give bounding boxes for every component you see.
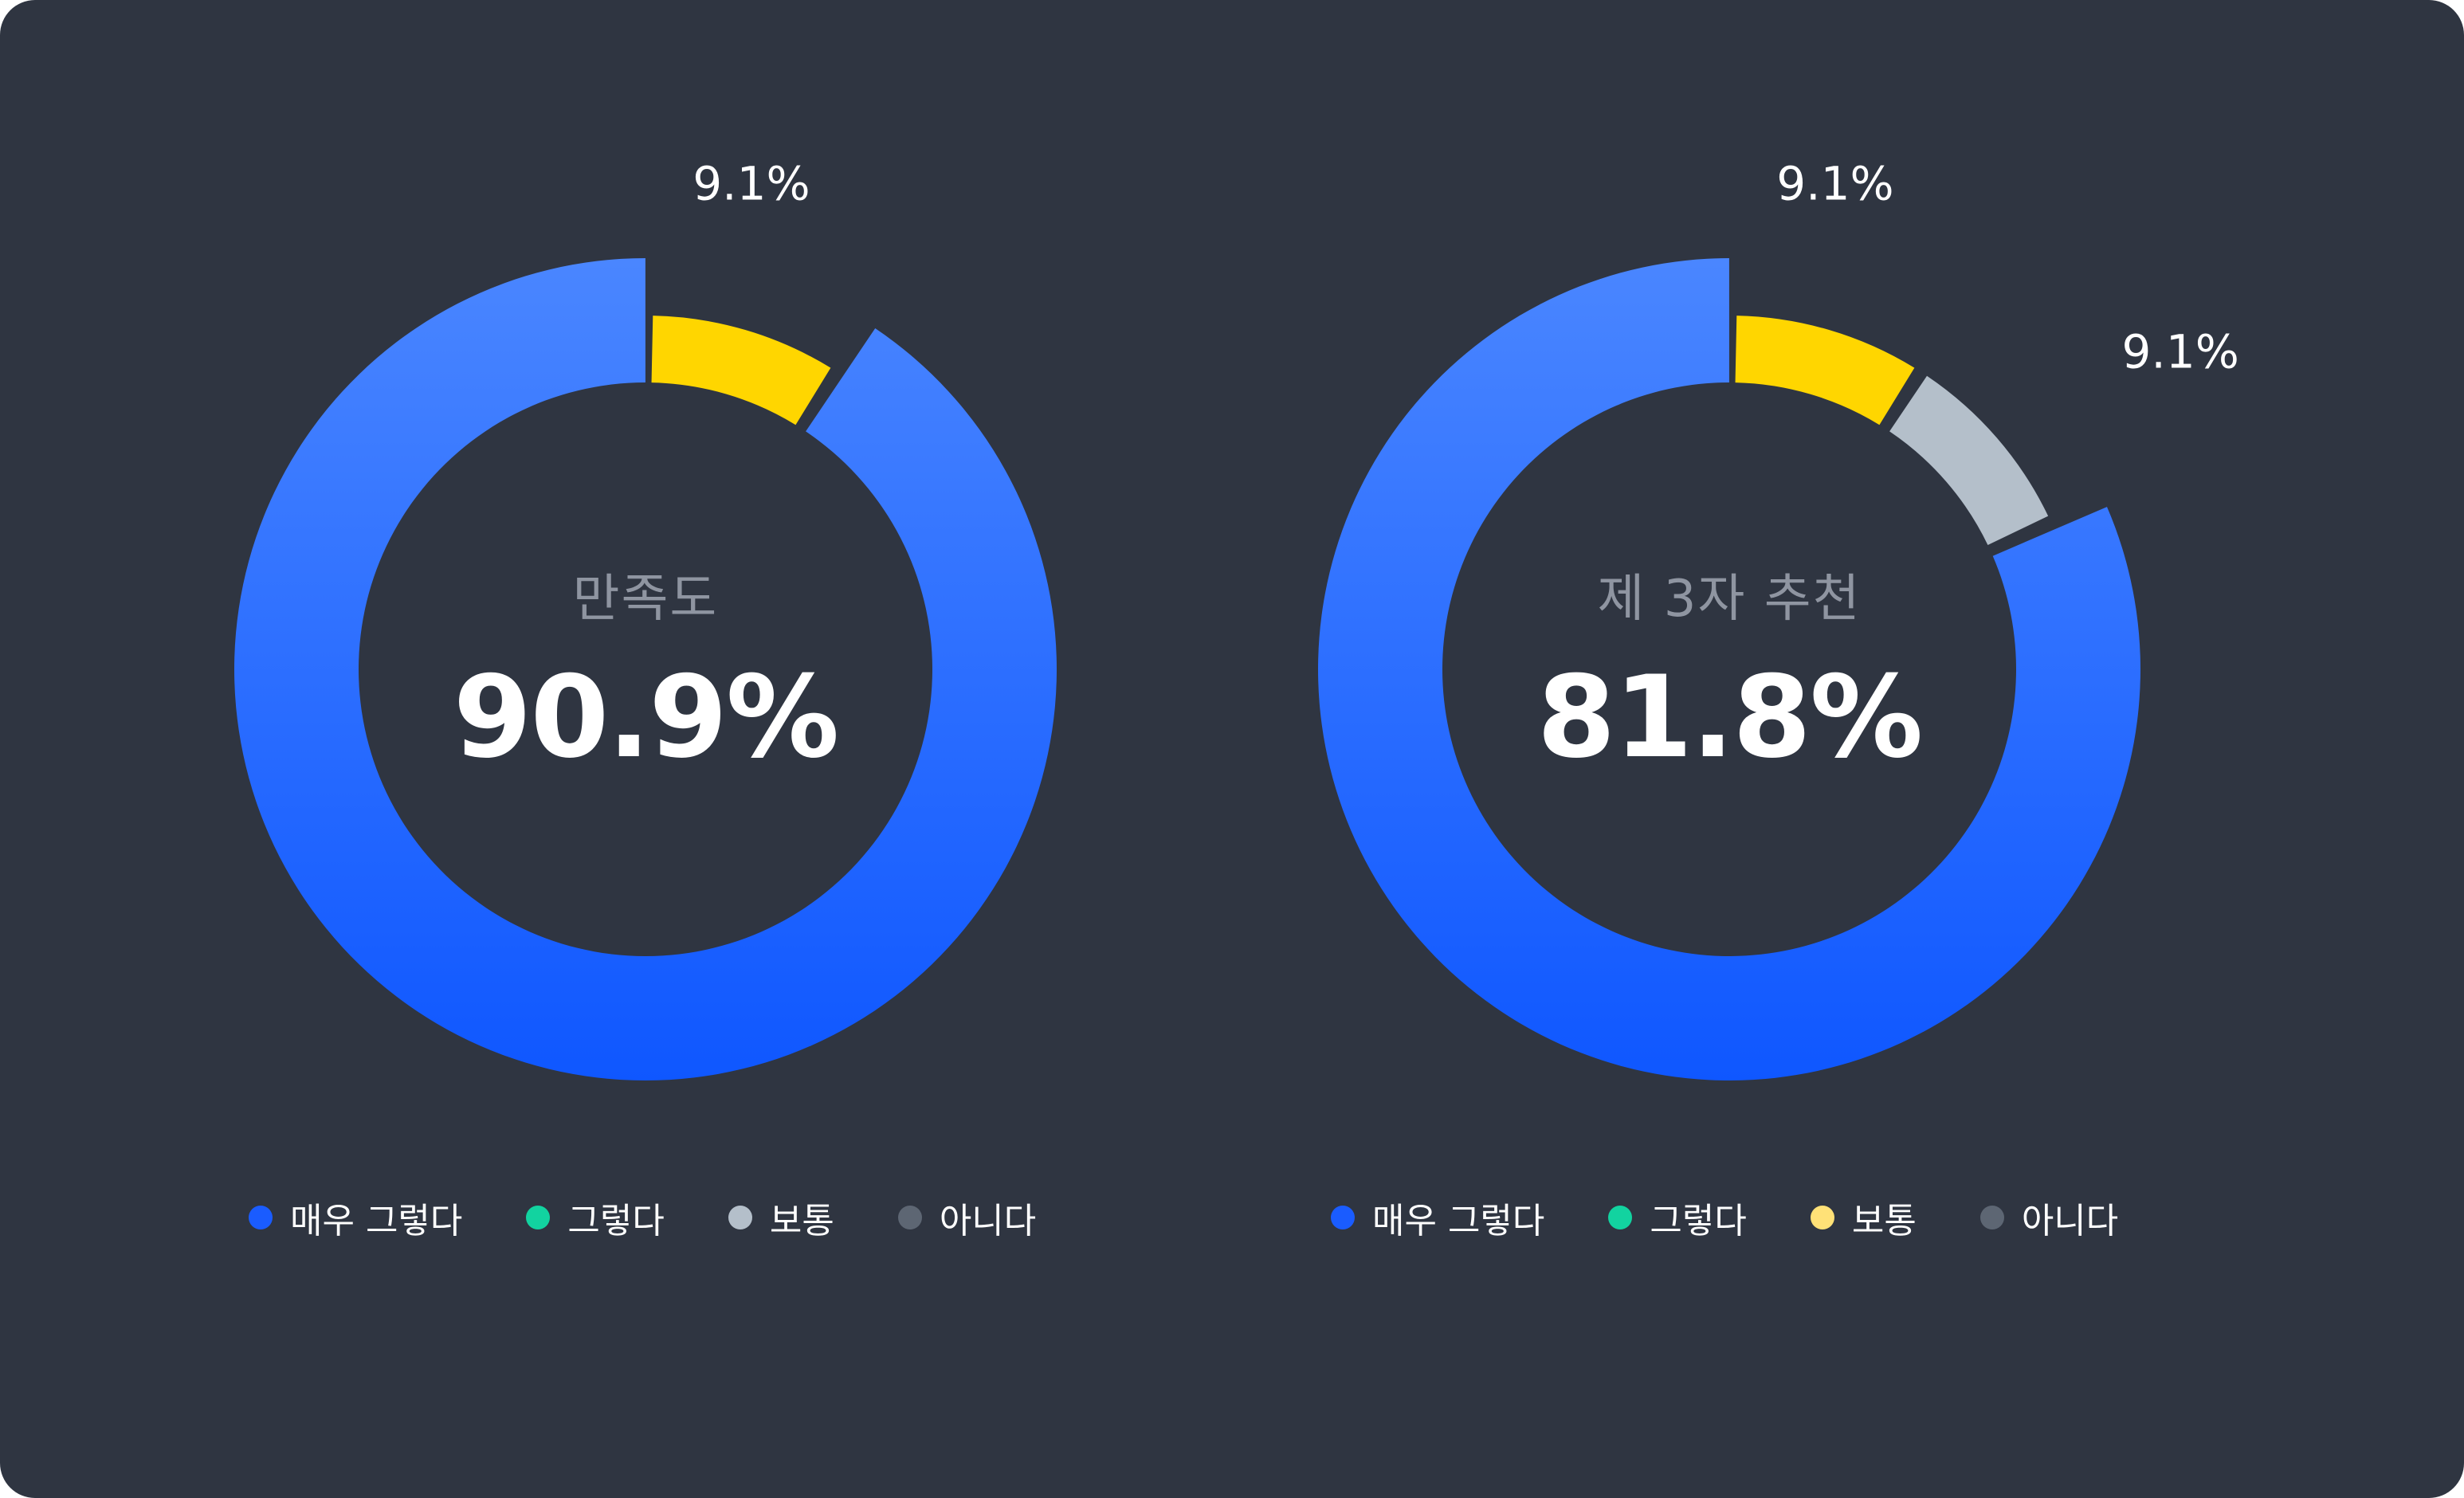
legend-item-very-yes: 매우 그렇다 — [249, 1192, 462, 1243]
legend-label: 매우 그렇다 — [290, 1201, 463, 1241]
legend-dot — [897, 1206, 922, 1229]
satisfaction-chart: 9.1% 만족도 90.9% 매우 그렇다 그렇다 보통 아니다 — [233, 157, 1100, 1241]
satisfaction-value: 90.9% — [453, 652, 840, 783]
legend-dot — [1331, 1206, 1355, 1229]
donut-slice-main — [233, 258, 1057, 1080]
slice-data-label: 9.1% — [693, 157, 810, 211]
legend-item-no: 아니다 — [897, 1192, 1037, 1243]
donut-slice-main — [1318, 258, 2140, 1080]
legend-dot — [1979, 1206, 2004, 1229]
legend-label: 아니다 — [2021, 1201, 2119, 1241]
donut-slice-3 — [1889, 375, 2049, 545]
legend-dot — [1608, 1206, 1633, 1229]
legend-item-yes: 그렇다 — [1608, 1192, 1747, 1243]
legend-item-normal: 보통 — [1810, 1192, 1917, 1243]
legend-item-no: 아니다 — [1979, 1192, 2119, 1243]
slice-data-label: 9.1% — [2122, 325, 2239, 379]
legend-label: 보통 — [769, 1201, 834, 1241]
legend-label: 보통 — [1851, 1201, 1917, 1241]
legend-label: 그렇다 — [567, 1201, 665, 1241]
satisfaction-title: 만족도 — [572, 570, 719, 629]
legend-dot — [249, 1206, 273, 1229]
satisfaction-donut: 9.1% — [233, 157, 1057, 1080]
donut-slice-2 — [1735, 316, 1915, 425]
legend-item-normal: 보통 — [728, 1192, 834, 1243]
legend-dot — [1810, 1206, 1834, 1229]
legend-dot — [526, 1206, 551, 1229]
legend-label: 매우 그렇다 — [1372, 1201, 1545, 1241]
donut-slice-2 — [651, 316, 831, 425]
recommendation-value: 81.8% — [1536, 652, 1924, 783]
recommendation-chart: 9.1% 9.1% 제 3자 추천 81.8% 매우 그렇다 그렇다 보통 아니다 — [1084, 0, 2316, 1498]
legend-dot — [728, 1206, 752, 1229]
legend-item-very-yes: 매우 그렇다 — [1331, 1192, 1544, 1243]
legend-label: 그렇다 — [1650, 1201, 1747, 1241]
slice-data-label: 9.1% — [1776, 157, 1893, 211]
legend-item-yes: 그렇다 — [526, 1192, 665, 1243]
satisfaction-legend: 매우 그렇다 그렇다 보통 아니다 — [249, 1194, 1100, 1241]
recommendation-legend: 매우 그렇다 그렇다 보통 아니다 — [1331, 1194, 2182, 1241]
recommendation-donut: 9.1% 9.1% — [1318, 157, 2239, 1080]
legend-label: 아니다 — [939, 1201, 1037, 1241]
recommendation-title: 제 3자 추천 — [1597, 570, 1862, 629]
